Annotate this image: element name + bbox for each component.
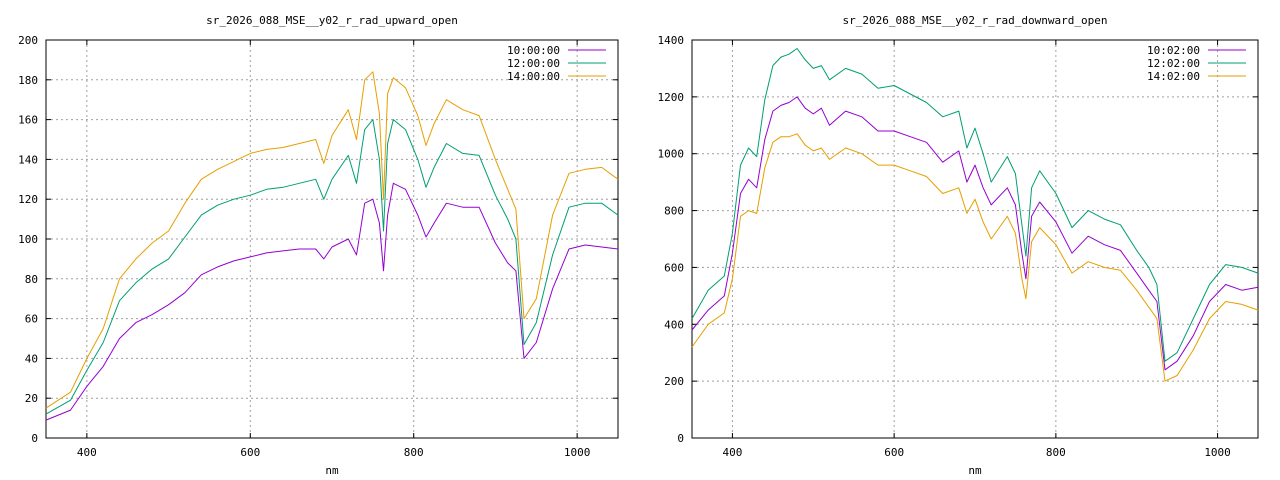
y-tick-label: 1000 (658, 148, 685, 161)
chart-panel-2: sr_2026_088_MSE__y02_r_rad_downward_open… (658, 14, 1259, 477)
legend-label: 14:00:00 (507, 70, 560, 83)
x-tick-label: 400 (722, 446, 742, 459)
plot-frame (691, 39, 1259, 439)
chart-title: sr_2026_088_MSE__y02_r_rad_upward_open (206, 14, 458, 27)
legend-label: 10:02:00 (1147, 44, 1200, 57)
series-line-3 (45, 71, 619, 409)
x-axis-label: nm (968, 464, 982, 477)
chart-title: sr_2026_088_MSE__y02_r_rad_downward_open (843, 14, 1108, 27)
x-tick-label: 800 (1046, 446, 1066, 459)
y-tick-label: 1200 (658, 91, 685, 104)
x-tick-label: 400 (77, 446, 97, 459)
y-tick-label: 120 (18, 193, 38, 206)
x-tick-label: 600 (884, 446, 904, 459)
y-tick-label: 20 (25, 392, 38, 405)
x-tick-label: 800 (404, 446, 424, 459)
chart-panel-1: sr_2026_088_MSE__y02_r_rad_upward_open 0 2… (18, 14, 619, 477)
legend-label: 10:00:00 (507, 44, 560, 57)
x-tick-label: 600 (240, 446, 260, 459)
legend-label: 12:02:00 (1147, 57, 1200, 70)
series-line-2 (691, 48, 1259, 362)
y-tick-label: 160 (18, 114, 38, 127)
y-tick-label: 600 (664, 261, 684, 274)
y-tick-label: 60 (25, 313, 38, 326)
y-tick-label: 80 (25, 273, 38, 286)
series-line-2 (45, 119, 619, 415)
series-line-3 (691, 133, 1259, 382)
y-tick-label: 800 (664, 205, 684, 218)
y-tick-label: 1400 (658, 34, 685, 47)
legend-label: 14:02:00 (1147, 70, 1200, 83)
y-tick-label: 100 (18, 233, 38, 246)
y-tick-label: 0 (31, 432, 38, 445)
y-tick-label: 0 (677, 432, 684, 445)
legend-label: 12:00:00 (507, 57, 560, 70)
series-line-1 (691, 96, 1259, 371)
y-tick-label: 200 (18, 34, 38, 47)
y-tick-label: 400 (664, 318, 684, 331)
y-tick-label: 200 (664, 375, 684, 388)
x-axis-label: nm (325, 464, 339, 477)
series-line-1 (45, 182, 619, 421)
y-tick-label: 180 (18, 74, 38, 87)
y-tick-label: 140 (18, 153, 38, 166)
x-tick-label: 1000 (564, 446, 591, 459)
y-tick-label: 40 (25, 352, 38, 365)
x-tick-label: 1000 (1204, 446, 1231, 459)
